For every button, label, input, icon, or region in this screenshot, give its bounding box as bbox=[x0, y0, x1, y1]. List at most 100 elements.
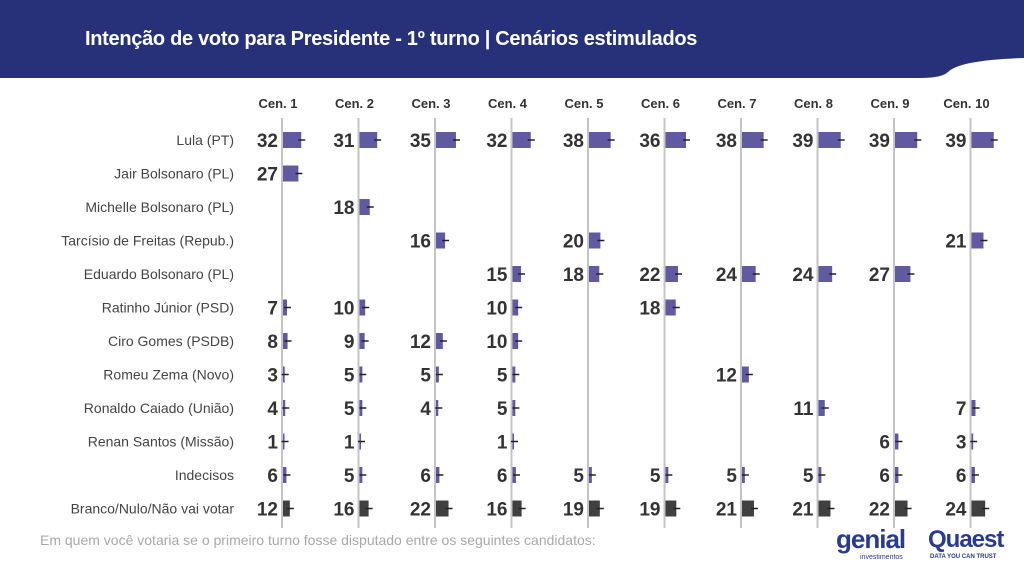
data-label: 38 bbox=[716, 131, 737, 152]
data-label: 38 bbox=[563, 131, 584, 152]
data-label: 11 bbox=[793, 399, 814, 420]
genial-logo: genial investimentos bbox=[836, 526, 906, 562]
data-label: 21 bbox=[716, 500, 738, 521]
bar bbox=[895, 500, 908, 517]
bar bbox=[589, 232, 601, 249]
data-label: 5 bbox=[803, 466, 814, 487]
data-label: 18 bbox=[639, 299, 660, 320]
data-label: 24 bbox=[716, 265, 738, 286]
data-label: 6 bbox=[879, 466, 890, 487]
data-label: 12 bbox=[410, 332, 431, 353]
data-label: 9 bbox=[344, 332, 355, 353]
row-label: Indecisos bbox=[175, 467, 234, 483]
data-label: 3 bbox=[267, 366, 278, 387]
data-label: 32 bbox=[257, 131, 278, 152]
bar bbox=[971, 232, 984, 249]
bar bbox=[283, 165, 299, 182]
data-label: 24 bbox=[792, 265, 814, 286]
genial-logo-subtitle: investimentos bbox=[860, 554, 903, 561]
data-label: 3 bbox=[956, 433, 967, 454]
row-label: Ronaldo Caiado (União) bbox=[84, 400, 234, 416]
bar bbox=[436, 500, 449, 517]
data-label: 8 bbox=[267, 332, 278, 353]
data-label: 39 bbox=[792, 131, 813, 152]
data-label: 5 bbox=[650, 466, 661, 487]
data-label: 5 bbox=[344, 466, 355, 487]
data-label: 19 bbox=[563, 500, 584, 521]
data-label: 16 bbox=[333, 500, 354, 521]
data-label: 6 bbox=[420, 466, 431, 487]
bar bbox=[283, 132, 302, 148]
page-title: Intenção de voto para Presidente - 1º tu… bbox=[85, 28, 698, 50]
bar bbox=[895, 266, 911, 282]
quaest-logo-text: Quaest bbox=[928, 526, 1004, 553]
data-label: 16 bbox=[486, 500, 507, 521]
data-label: 7 bbox=[956, 399, 967, 420]
data-label: 32 bbox=[486, 131, 507, 152]
bar bbox=[512, 500, 522, 517]
data-label: 10 bbox=[333, 299, 354, 320]
data-label: 27 bbox=[869, 265, 890, 286]
bar bbox=[359, 132, 378, 148]
row-label: Tarcísio de Freitas (Repub.) bbox=[61, 233, 234, 249]
data-label: 5 bbox=[573, 466, 584, 487]
data-label: 4 bbox=[420, 399, 431, 420]
data-label: 5 bbox=[420, 366, 431, 387]
bar bbox=[436, 232, 446, 249]
row-label: Lula (PT) bbox=[176, 132, 234, 148]
column-header: Cen. 6 bbox=[641, 96, 680, 111]
row-label: Branco/Nulo/Não vai votar bbox=[71, 501, 235, 517]
bar bbox=[589, 500, 600, 517]
row-label: Ratinho Júnior (PSD) bbox=[102, 300, 234, 316]
data-label: 4 bbox=[267, 399, 278, 420]
data-label: 39 bbox=[945, 131, 966, 152]
data-label: 21 bbox=[945, 232, 967, 253]
bar bbox=[589, 266, 600, 282]
data-label: 10 bbox=[486, 332, 507, 353]
row-label: Michelle Bolsonaro (PL) bbox=[85, 199, 234, 215]
bar bbox=[971, 132, 994, 148]
column-header: Cen. 3 bbox=[411, 96, 450, 111]
data-label: 20 bbox=[563, 232, 584, 253]
bar bbox=[818, 500, 831, 517]
bar bbox=[971, 500, 986, 517]
data-label: 5 bbox=[497, 399, 508, 420]
row-label: Romeu Zema (Novo) bbox=[103, 367, 234, 383]
data-label: 16 bbox=[410, 232, 431, 253]
column-header: Cen. 9 bbox=[870, 96, 909, 111]
data-label: 10 bbox=[486, 299, 507, 320]
bar bbox=[818, 132, 841, 148]
data-label: 5 bbox=[497, 366, 508, 387]
data-label: 7 bbox=[267, 299, 278, 320]
question-note: Em quem você votaria se o primeiro turno… bbox=[40, 532, 596, 548]
data-label: 22 bbox=[410, 500, 431, 521]
column-header: Cen. 8 bbox=[794, 96, 833, 111]
data-label: 6 bbox=[497, 466, 508, 487]
data-label: 5 bbox=[344, 399, 355, 420]
bar bbox=[665, 299, 676, 316]
data-label: 5 bbox=[726, 466, 737, 487]
bar bbox=[742, 366, 749, 383]
data-label: 6 bbox=[267, 466, 278, 487]
data-label: 1 bbox=[344, 433, 355, 454]
bar bbox=[359, 199, 370, 215]
header-banner bbox=[0, 0, 1024, 78]
column-header: Cen. 10 bbox=[943, 96, 989, 111]
bar bbox=[665, 266, 679, 282]
data-label: 6 bbox=[879, 433, 890, 454]
row-label: Eduardo Bolsonaro (PL) bbox=[84, 266, 234, 282]
column-header: Cen. 5 bbox=[564, 96, 603, 111]
row-label: Renan Santos (Missão) bbox=[88, 434, 234, 450]
data-label: 35 bbox=[410, 131, 432, 152]
data-label: 15 bbox=[486, 265, 508, 286]
bar bbox=[589, 132, 611, 148]
quaest-logo: Quaest DATA YOU CAN TRUST bbox=[928, 526, 1004, 561]
quaest-logo-subtitle: DATA YOU CAN TRUST bbox=[930, 554, 997, 560]
data-label: 31 bbox=[333, 131, 355, 152]
data-label: 19 bbox=[639, 500, 660, 521]
column-header: Cen. 1 bbox=[258, 96, 297, 111]
column-header: Cen. 4 bbox=[488, 96, 528, 111]
bar bbox=[512, 132, 531, 148]
data-label: 22 bbox=[869, 500, 890, 521]
